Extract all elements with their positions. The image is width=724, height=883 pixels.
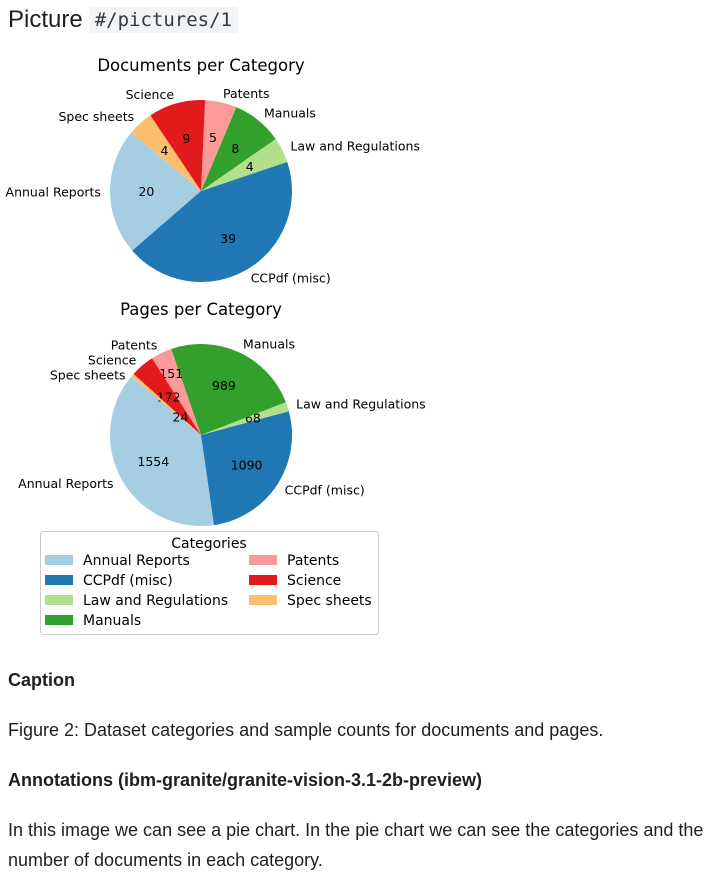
caption-text: Figure 2: Dataset categories and sample … — [8, 720, 604, 740]
slice-category-label: Law and Regulations — [290, 138, 420, 153]
pie-slice — [201, 107, 276, 191]
slice-category-label: Manuals — [264, 106, 316, 121]
slice-value-label: 4 — [246, 159, 254, 174]
pie-slice — [171, 344, 286, 435]
legend-swatch — [45, 575, 73, 585]
slice-category-label: Spec sheets — [50, 367, 126, 382]
slice-value-label: 24 — [172, 410, 188, 425]
slice-category-label: Law and Regulations — [296, 396, 426, 411]
legend-swatch — [45, 615, 73, 625]
picture-ref: #/pictures/1 — [88, 7, 238, 33]
slice-value-label: 20 — [138, 184, 154, 199]
legend-item: Law and Regulations — [83, 593, 228, 609]
slice-value-label: 989 — [212, 378, 236, 393]
pie-slice — [201, 139, 288, 191]
legend-item: Science — [287, 573, 341, 589]
legend-swatch — [45, 595, 73, 605]
legend-title: Categories — [171, 536, 246, 552]
legend-item: Annual Reports — [83, 553, 190, 569]
slice-category-label: Spec sheets — [58, 109, 134, 124]
slice-category-label: Patents — [111, 337, 158, 352]
legend-item: Patents — [287, 553, 339, 569]
slice-category-label: Annual Reports — [18, 476, 113, 491]
pie-slice — [109, 376, 214, 526]
pie-slice — [133, 358, 201, 435]
slice-category-label: Annual Reports — [6, 184, 101, 199]
picture-label: Picture — [8, 6, 83, 33]
slice-value-label: 5 — [209, 130, 217, 145]
slice-category-label: CCPdf (misc) — [285, 483, 365, 498]
slice-value-label: 151 — [159, 366, 183, 381]
chart-title: Pages per Category — [120, 300, 282, 319]
slice-value-label: 9 — [182, 131, 190, 146]
pie-slice — [152, 349, 201, 435]
legend-item: Manuals — [83, 613, 141, 629]
legend-swatch — [249, 595, 277, 605]
slice-value-label: 172 — [157, 389, 181, 404]
legend-swatch — [249, 575, 277, 585]
slice-value-label: 39 — [220, 231, 236, 246]
pie-slice — [201, 100, 237, 191]
legend-swatch — [45, 555, 73, 565]
slice-value-label: 4 — [161, 143, 169, 158]
slice-category-label: Manuals — [243, 337, 295, 352]
chart-title: Documents per Category — [97, 56, 305, 75]
caption-heading: Caption — [8, 670, 75, 690]
slice-value-label: 1554 — [137, 454, 169, 469]
slice-value-label: 8 — [231, 141, 239, 156]
legend-swatch — [249, 555, 277, 565]
annotations-text: In this image we can see a pie chart. In… — [8, 820, 704, 870]
pie-slice — [201, 402, 289, 435]
annotations-heading: Annotations (ibm-granite/granite-vision-… — [8, 770, 483, 790]
slice-category-label: Patents — [223, 86, 270, 101]
slice-category-label: CCPdf (misc) — [251, 270, 331, 285]
picture-header: Picture #/pictures/1 — [8, 6, 238, 34]
pie-slice — [131, 115, 201, 191]
slice-category-label: Science — [126, 87, 175, 102]
legend-frame — [40, 531, 379, 635]
pie-slice — [201, 411, 293, 526]
pie-slice — [131, 373, 201, 435]
legend-item: CCPdf (misc) — [83, 573, 173, 589]
slice-category-label: Science — [88, 352, 137, 367]
slice-value-label: 1090 — [231, 458, 263, 473]
pie-slice — [132, 161, 292, 282]
pie-slice — [150, 100, 206, 191]
pie-slice — [110, 132, 201, 251]
legend-item: Spec sheets — [287, 593, 372, 609]
